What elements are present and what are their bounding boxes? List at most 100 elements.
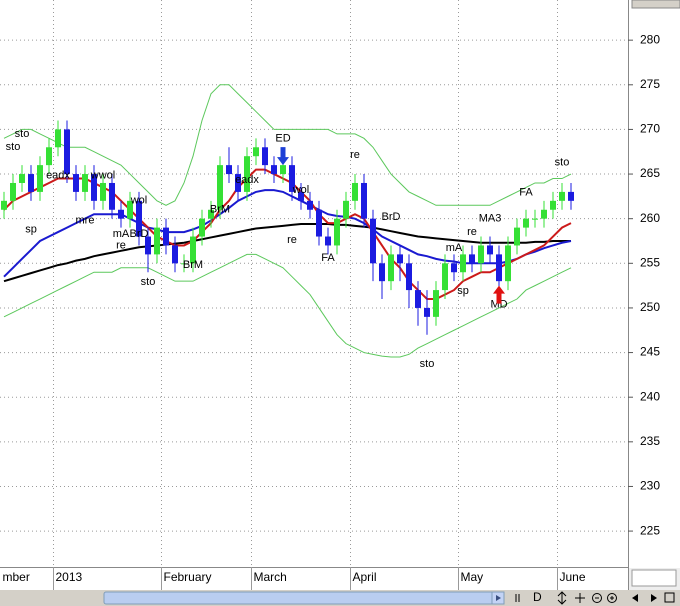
candle-body: [46, 147, 52, 166]
x-tick-label: mber: [3, 570, 30, 584]
candle-body: [343, 200, 349, 219]
candle-body: [163, 227, 169, 246]
y-tick-label: 230: [640, 479, 660, 493]
indicator-line: [3, 253, 572, 358]
candle-body: [541, 209, 547, 219]
indicator-line: [3, 223, 571, 283]
y-tick-label: 245: [640, 345, 660, 359]
candle-body: [145, 236, 151, 255]
candle-body: [118, 209, 124, 219]
step-right[interactable]: [651, 594, 657, 602]
x-tick-label: April: [353, 570, 377, 584]
signal-label: sp: [25, 223, 37, 235]
candle-body: [568, 191, 574, 201]
candle-body: [532, 218, 538, 220]
indicator-line: [3, 168, 572, 301]
candle-body: [19, 174, 25, 183]
candle-body: [415, 290, 421, 308]
zoom-vertical[interactable]: [557, 591, 567, 605]
toolbar-label[interactable]: D: [533, 590, 542, 604]
candle-body: [226, 165, 232, 175]
x-tick-label: June: [560, 570, 586, 584]
fit-icon[interactable]: [664, 592, 675, 603]
y-tick-label: 275: [640, 77, 660, 91]
pan-icon[interactable]: [575, 593, 585, 603]
y-tick-label: 260: [640, 211, 660, 225]
candle-body: [424, 307, 430, 317]
candle-body: [316, 209, 322, 237]
x-tick-label: March: [254, 570, 287, 584]
candle-body: [100, 182, 106, 201]
candle-body: [235, 174, 241, 192]
signal-label: BrD: [130, 228, 149, 240]
signal-label: ED: [275, 132, 290, 144]
candle-body: [379, 263, 385, 282]
candle-body: [190, 236, 196, 264]
candle-body: [325, 236, 331, 246]
candle-body: [244, 156, 250, 192]
sync-icon[interactable]: [515, 594, 520, 602]
candle-body: [397, 254, 403, 264]
candle-body: [271, 165, 277, 175]
candle-body: [109, 182, 115, 210]
y-tick-label: 255: [640, 255, 660, 269]
signal-label: re: [467, 226, 477, 238]
candle-body: [253, 147, 259, 157]
candle-body: [91, 174, 97, 201]
candle-body: [73, 174, 79, 192]
candle-body: [370, 218, 376, 264]
candle-body: [127, 200, 133, 219]
zoom-in[interactable]: [607, 593, 617, 603]
y-tick-label: 225: [640, 523, 660, 537]
signal-arrow: [277, 147, 289, 166]
signal-label: sto: [141, 276, 156, 288]
step-left[interactable]: [632, 594, 638, 602]
candle-body: [505, 245, 511, 282]
y-tick-label: 280: [640, 32, 660, 46]
zoom-out[interactable]: [592, 593, 602, 603]
candle-body: [37, 165, 43, 192]
candle-body: [154, 227, 160, 255]
candle-body: [451, 263, 457, 273]
signal-label: BrM: [210, 204, 230, 216]
signal-label: wol: [130, 195, 148, 207]
indicator-line: [3, 84, 572, 206]
signal-label: FA: [321, 252, 335, 264]
signal-label: MA3: [479, 213, 502, 225]
signal-label: BrM: [183, 259, 203, 271]
candle-body: [460, 254, 466, 273]
candle-body: [136, 200, 142, 237]
signal-label: wol: [292, 184, 310, 196]
scroll-thumb[interactable]: [103, 591, 503, 605]
candle-body: [559, 191, 565, 201]
candle-body: [496, 254, 502, 282]
candle-body: [289, 165, 295, 192]
signal-label: mA: [446, 242, 463, 254]
candle-body: [550, 200, 556, 210]
candle-body: [388, 254, 394, 282]
signal-label: sto: [15, 128, 30, 140]
candle-body: [406, 263, 412, 291]
candle-body: [307, 200, 313, 210]
signal-label: mre: [76, 214, 95, 226]
candle-body: [172, 245, 178, 264]
signal-label: wwol: [90, 170, 115, 182]
candle-body: [478, 245, 484, 264]
window-controls[interactable]: [631, 0, 680, 9]
candle-body: [469, 254, 475, 264]
y-tick-label: 265: [640, 166, 660, 180]
zoom-in-sign: [610, 596, 614, 600]
candle-body: [82, 174, 88, 192]
y-tick-label: 240: [640, 389, 660, 403]
y-tick-label: 250: [640, 300, 660, 314]
candle-body: [442, 263, 448, 291]
y-tick-label: 235: [640, 434, 660, 448]
signal-label: mA: [113, 228, 130, 240]
y-tick-label: 270: [640, 122, 660, 136]
signal-label: eadx: [235, 174, 259, 186]
signal-label: sto: [6, 141, 21, 153]
signal-label: sp: [457, 285, 469, 297]
